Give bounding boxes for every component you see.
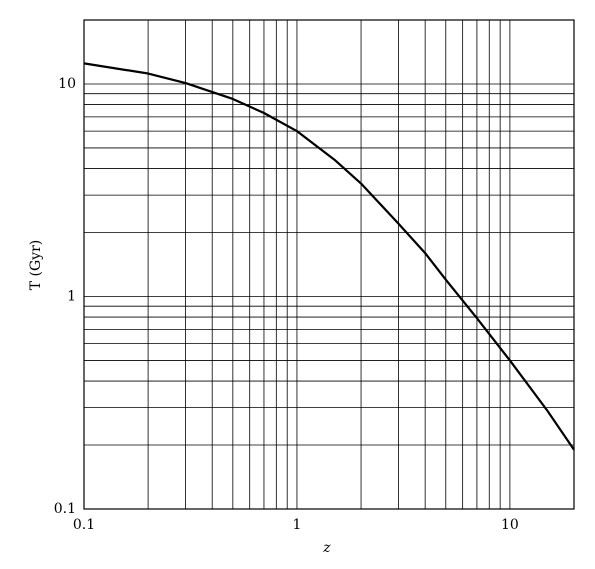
y-tick-label: 1 bbox=[67, 288, 76, 304]
y-tick-label: 0.1 bbox=[54, 501, 76, 517]
x-tick-label: 0.1 bbox=[73, 517, 95, 533]
x-tick-label: 10 bbox=[501, 517, 519, 533]
x-tick-label: 1 bbox=[292, 517, 301, 533]
y-tick-label: 10 bbox=[58, 76, 76, 92]
y-axis-label: T (Gyr) bbox=[28, 240, 44, 291]
data-line bbox=[83, 62, 575, 451]
x-axis-label: z bbox=[322, 540, 331, 556]
